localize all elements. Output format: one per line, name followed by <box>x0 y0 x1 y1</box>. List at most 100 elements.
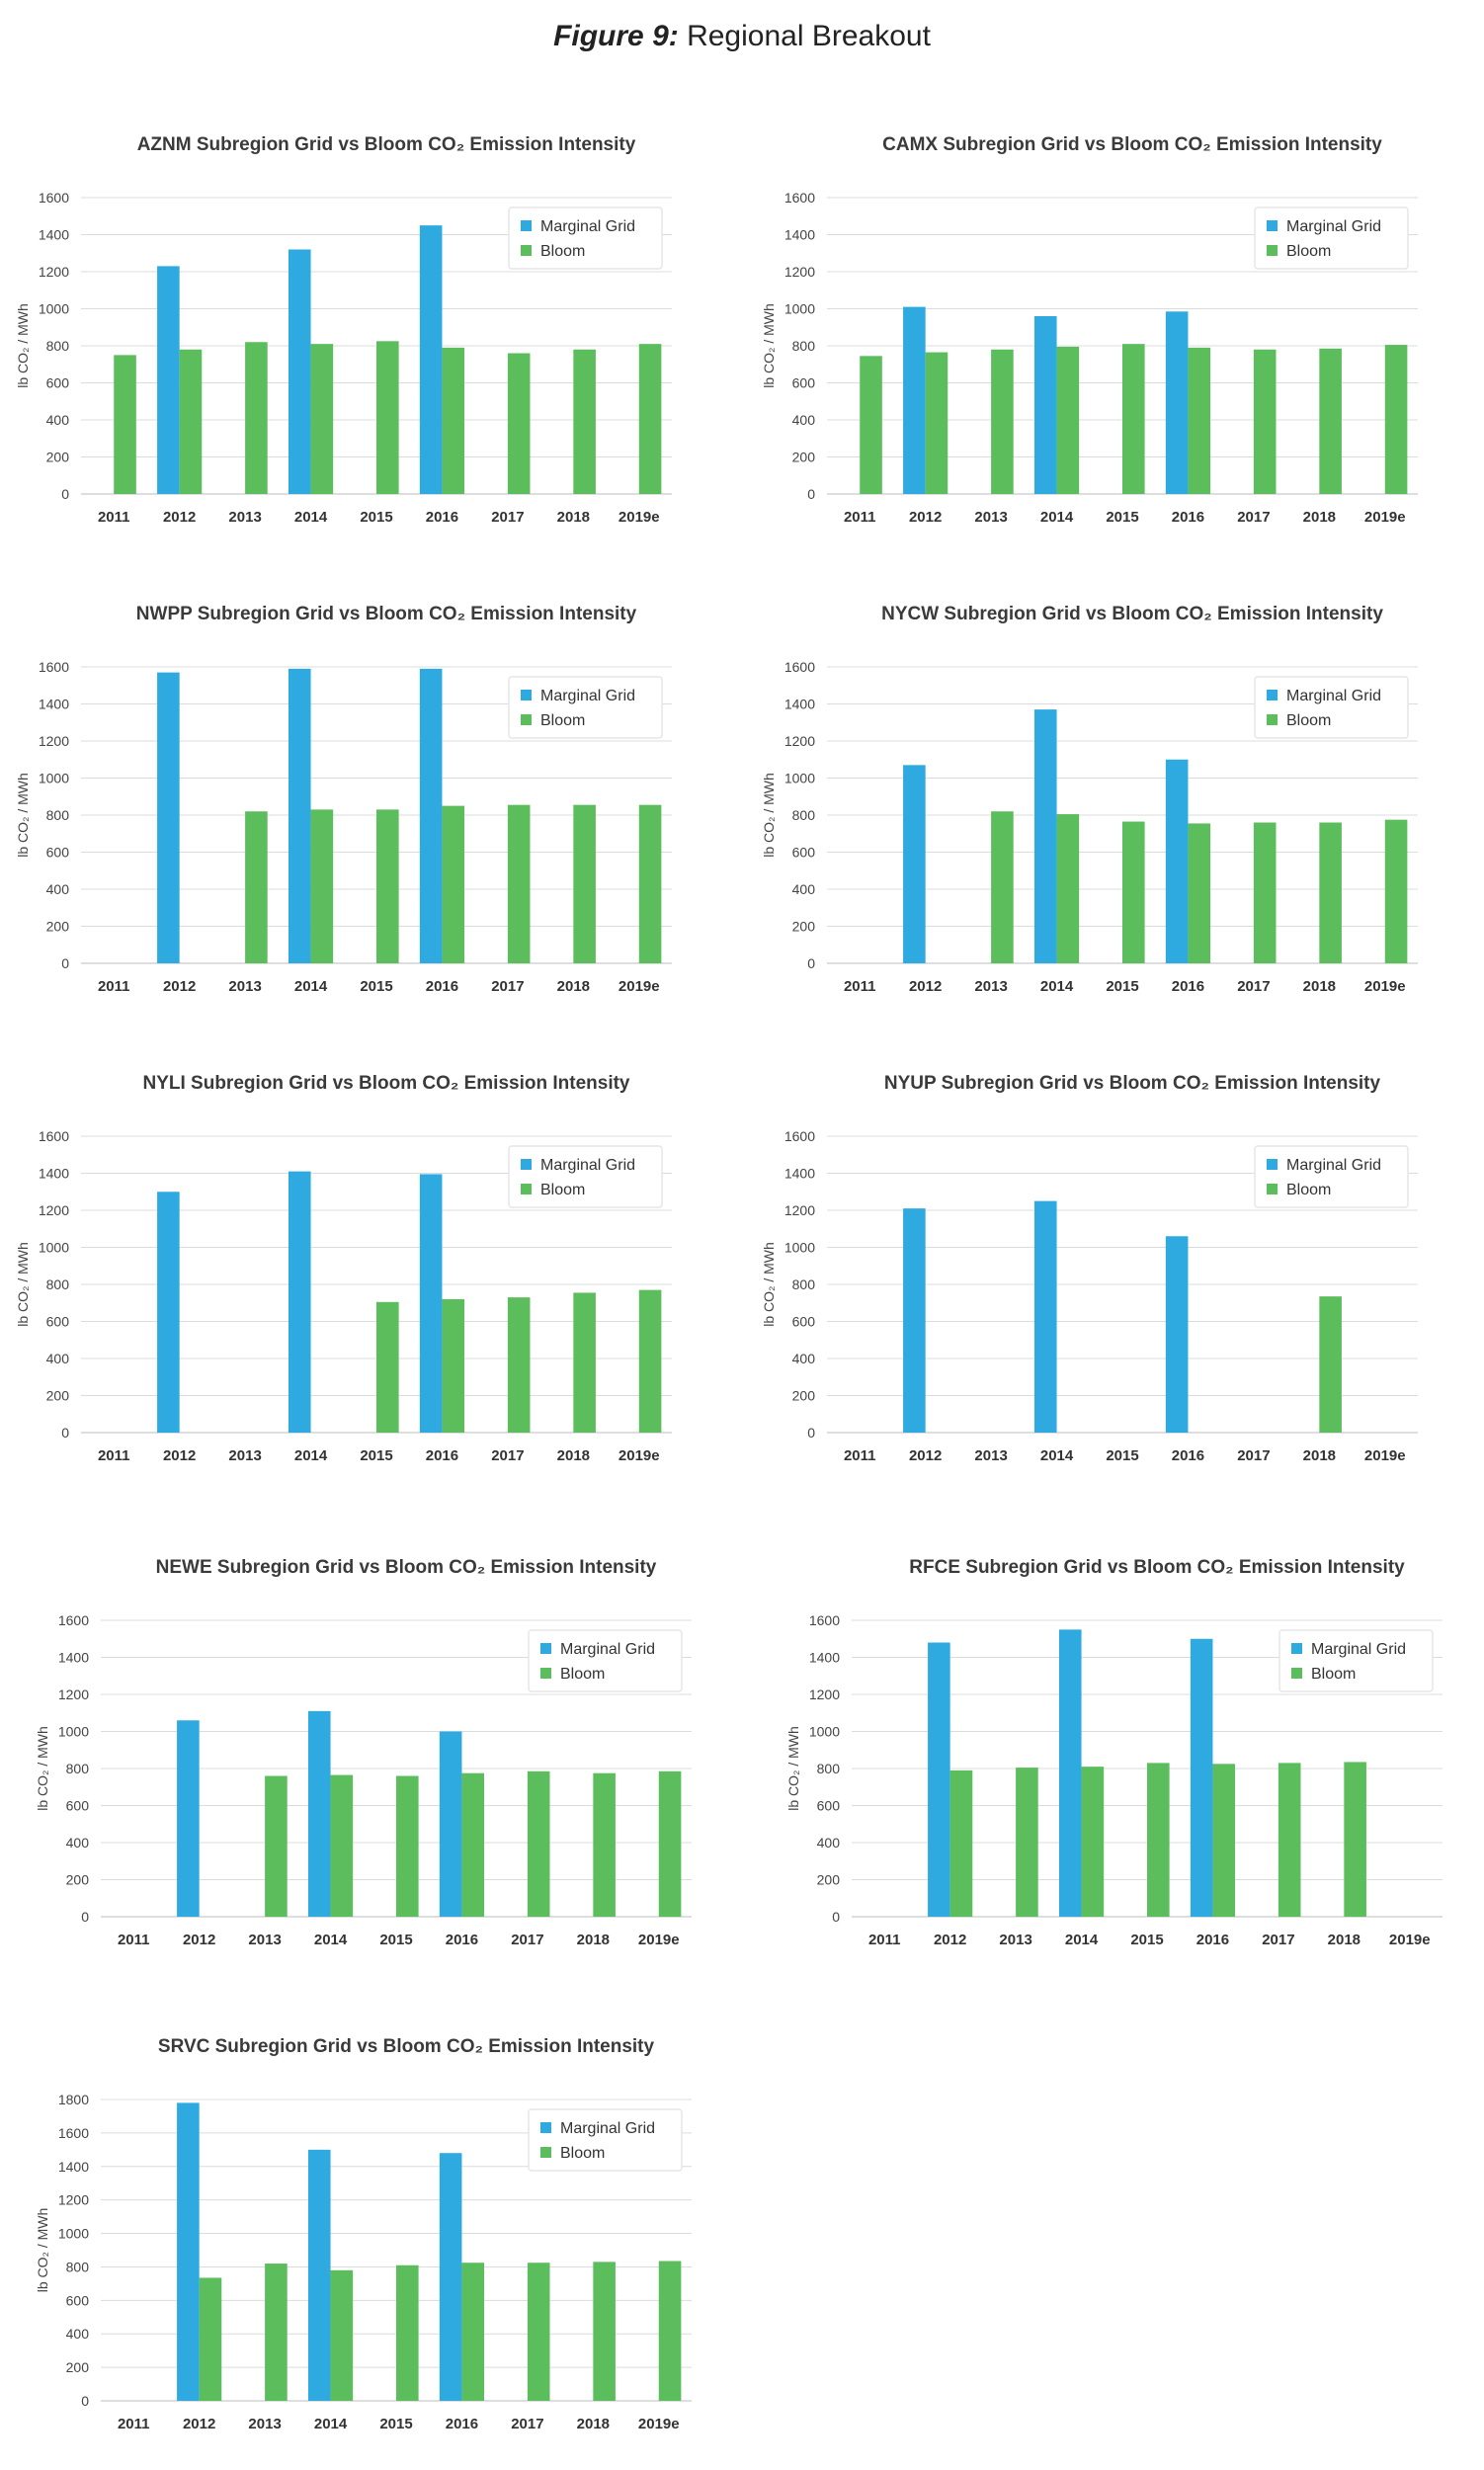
y-tick-label: 200 <box>66 1872 90 1888</box>
bar-marginal-grid <box>1033 709 1057 963</box>
bar-bloom <box>376 341 399 494</box>
chart-panel-nwpp: NWPP Subregion Grid vs Bloom CO₂ Emissio… <box>10 588 701 1023</box>
y-tick-label: 1000 <box>39 771 69 786</box>
legend-label: Marginal Grid <box>540 688 635 704</box>
bar-marginal-grid <box>439 1731 462 1917</box>
x-tick-label: 2012 <box>183 2416 215 2432</box>
bar-marginal-grid <box>928 1642 950 1917</box>
x-tick-label: 2014 <box>314 2416 348 2432</box>
x-tick-label: 2015 <box>379 1932 412 1948</box>
y-axis-label: lb CO₂ / MWh <box>35 2208 50 2293</box>
x-tick-label: 2017 <box>491 1447 524 1464</box>
y-tick-label: 1200 <box>58 2192 89 2208</box>
y-tick-label: 0 <box>61 486 69 502</box>
y-tick-label: 600 <box>66 2292 90 2308</box>
x-tick-label: 2015 <box>1106 1447 1138 1464</box>
chart-panel-nycw: NYCW Subregion Grid vs Bloom CO₂ Emissio… <box>756 588 1447 1023</box>
x-tick-label: 2019e <box>1364 509 1406 526</box>
bar-marginal-grid <box>307 2149 331 2401</box>
legend-box <box>508 206 663 270</box>
bar-bloom <box>991 349 1014 494</box>
y-tick-label: 1000 <box>784 771 815 786</box>
y-tick-label: 0 <box>807 1425 815 1441</box>
x-tick-label: 2013 <box>999 1932 1031 1948</box>
chart-title: SRVC Subregion Grid vs Bloom CO₂ Emissio… <box>158 2036 655 2057</box>
bar-bloom <box>1384 819 1408 963</box>
bar-bloom <box>461 1772 485 1917</box>
legend-swatch <box>540 2147 551 2158</box>
x-tick-label: 2012 <box>909 978 942 995</box>
y-tick-label: 1600 <box>58 2125 89 2141</box>
x-tick-label: 2019e <box>1364 1447 1406 1464</box>
legend-label: Marginal Grid <box>1286 218 1381 235</box>
x-tick-label: 2016 <box>1172 509 1204 526</box>
x-tick-label: 2014 <box>1040 978 1074 995</box>
legend-label: Bloom <box>540 243 585 260</box>
bar-bloom <box>265 1775 288 1917</box>
legend-label: Bloom <box>1311 1666 1356 1683</box>
bar-bloom <box>1278 1763 1301 1917</box>
x-tick-label: 2012 <box>183 1932 215 1948</box>
y-axis-label: lb CO₂ / MWh <box>761 773 777 858</box>
x-tick-label: 2012 <box>163 509 196 526</box>
y-tick-label: 1000 <box>39 1240 69 1256</box>
x-tick-label: 2018 <box>557 978 590 995</box>
y-tick-label: 400 <box>46 412 70 428</box>
x-tick-label: 2014 <box>1040 509 1074 526</box>
x-tick-label: 2013 <box>974 509 1007 526</box>
y-axis-label: lb CO₂ / MWh <box>15 1242 31 1327</box>
legend-label: Bloom <box>560 2145 605 2162</box>
x-tick-label: 2017 <box>511 2416 543 2432</box>
x-tick-label: 2015 <box>1130 1932 1163 1948</box>
bar-marginal-grid <box>177 1720 200 1917</box>
x-tick-label: 2019e <box>638 2416 680 2432</box>
bar-bloom <box>114 355 136 494</box>
legend-label: Marginal Grid <box>1286 1157 1381 1174</box>
bar-marginal-grid <box>1033 1200 1057 1433</box>
chart-rfce: RFCE Subregion Grid vs Bloom CO₂ Emissio… <box>785 1557 1443 1948</box>
y-tick-label: 1000 <box>809 1724 840 1740</box>
bar-bloom <box>330 1774 354 1917</box>
y-tick-label: 800 <box>66 2259 90 2274</box>
legend-swatch <box>1267 245 1278 256</box>
y-tick-label: 600 <box>46 375 70 391</box>
x-tick-label: 2017 <box>1237 1447 1270 1464</box>
bar-bloom <box>593 2262 616 2401</box>
bar-marginal-grid <box>1165 1236 1189 1433</box>
legend-label: Bloom <box>540 712 585 729</box>
y-tick-label: 800 <box>66 1761 90 1776</box>
bar-bloom <box>1253 349 1277 494</box>
x-tick-label: 2013 <box>228 1447 261 1464</box>
legend-label: Marginal Grid <box>540 218 635 235</box>
legend-label: Marginal Grid <box>560 2120 655 2137</box>
y-tick-label: 0 <box>61 1425 69 1441</box>
y-tick-label: 1000 <box>58 1724 89 1740</box>
y-tick-label: 1200 <box>784 264 815 280</box>
x-tick-label: 2011 <box>98 978 130 995</box>
chart-camx: CAMX Subregion Grid vs Bloom CO₂ Emissio… <box>761 134 1418 526</box>
y-tick-label: 200 <box>792 450 816 465</box>
bar-marginal-grid <box>1033 316 1057 494</box>
legend-swatch <box>521 714 532 725</box>
legend-swatch <box>521 690 532 700</box>
y-tick-label: 1600 <box>809 1612 840 1628</box>
y-tick-label: 200 <box>66 2359 90 2375</box>
legend-label: Bloom <box>1286 243 1331 260</box>
bar-bloom <box>573 1292 596 1433</box>
bar-bloom <box>461 2263 485 2401</box>
bar-bloom <box>442 805 465 963</box>
y-tick-label: 200 <box>792 919 816 935</box>
bar-marginal-grid <box>1165 759 1189 963</box>
y-tick-label: 0 <box>81 2393 89 2409</box>
x-tick-label: 2012 <box>934 1932 966 1948</box>
x-tick-label: 2015 <box>360 1447 392 1464</box>
x-tick-label: 2019e <box>1389 1932 1431 1948</box>
y-axis-label: lb CO₂ / MWh <box>35 1726 50 1811</box>
x-tick-label: 2013 <box>974 978 1007 995</box>
chart-aznm: AZNM Subregion Grid vs Bloom CO₂ Emissio… <box>15 134 672 526</box>
y-tick-label: 800 <box>792 807 816 823</box>
bar-bloom <box>527 2263 550 2401</box>
legend-swatch <box>1267 1159 1278 1170</box>
y-tick-label: 1000 <box>39 301 69 317</box>
y-tick-label: 200 <box>817 1872 841 1888</box>
